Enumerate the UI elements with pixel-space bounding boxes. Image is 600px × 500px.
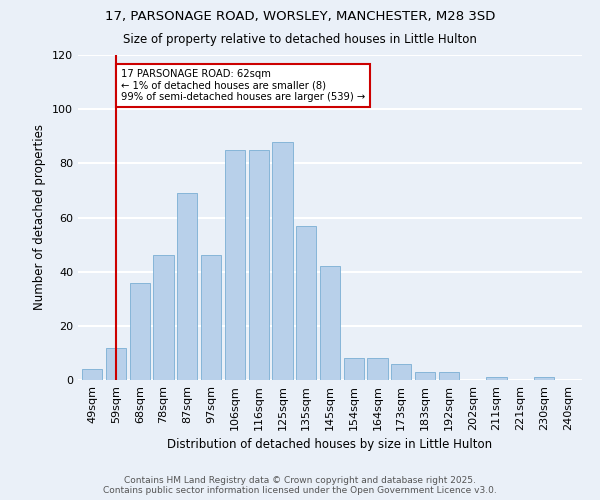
Bar [320, 266, 340, 380]
Bar [534, 378, 554, 380]
Bar [106, 348, 126, 380]
Text: 17, PARSONAGE ROAD, WORSLEY, MANCHESTER, M28 3SD: 17, PARSONAGE ROAD, WORSLEY, MANCHESTER,… [105, 10, 495, 23]
Bar [248, 150, 269, 380]
Bar [82, 369, 103, 380]
Text: 17 PARSONAGE ROAD: 62sqm
← 1% of detached houses are smaller (8)
99% of semi-det: 17 PARSONAGE ROAD: 62sqm ← 1% of detache… [121, 68, 365, 102]
Bar [201, 256, 221, 380]
Bar [154, 256, 173, 380]
Text: Contains HM Land Registry data © Crown copyright and database right 2025.
Contai: Contains HM Land Registry data © Crown c… [103, 476, 497, 495]
X-axis label: Distribution of detached houses by size in Little Hulton: Distribution of detached houses by size … [167, 438, 493, 451]
Bar [487, 378, 506, 380]
Bar [367, 358, 388, 380]
Bar [296, 226, 316, 380]
Bar [391, 364, 412, 380]
Bar [439, 372, 459, 380]
Bar [177, 193, 197, 380]
Bar [272, 142, 293, 380]
Bar [344, 358, 364, 380]
Bar [415, 372, 435, 380]
Bar [130, 282, 150, 380]
Bar [225, 150, 245, 380]
Y-axis label: Number of detached properties: Number of detached properties [34, 124, 46, 310]
Text: Size of property relative to detached houses in Little Hulton: Size of property relative to detached ho… [123, 32, 477, 46]
